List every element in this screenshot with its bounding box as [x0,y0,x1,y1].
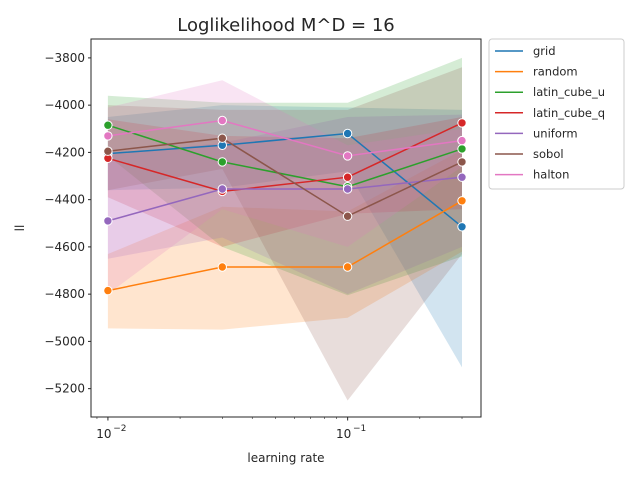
marker-latin_cube_u [457,144,467,154]
band-random [107,150,463,330]
legend-label-uniform: uniform [533,126,578,140]
x-tick-label: 10 [96,427,111,441]
line-grid [107,132,463,228]
x-axis-label: learning rate [247,451,324,465]
marker-halton [342,151,353,161]
marker-random [103,285,113,296]
x-axis-ticks: 10 −2 10 −1 [96,417,463,441]
line-random [107,200,463,292]
x-tick-label-exponent: −2 [113,424,126,434]
marker-grid [457,222,467,232]
legend: grid random latin_cube_u latin_cube_qunifor… [488,38,625,190]
marker-latin_cube_q [342,172,353,182]
y-tick-label: −4000 [44,98,85,112]
marker-random [457,196,467,206]
band-latin_cube_q [107,117,463,247]
y-tick-label: −4800 [44,287,85,301]
marker-halton [217,115,228,126]
marker-random [217,262,228,272]
confidence-bands [107,57,463,401]
y-tick-label: −5000 [44,334,85,348]
legend-label-random: random [533,65,578,79]
marker-sobol [103,146,113,156]
band-uniform [107,114,463,295]
marker-sobol [457,157,467,167]
y-tick-label: −4200 [44,145,85,159]
line-sobol [107,137,463,218]
band-halton [107,80,463,295]
marker-halton [457,135,467,146]
y-tick-label: −4600 [44,240,85,254]
line-uniform [107,176,463,222]
chart-title: Loglikelihood M^D = 16 [177,15,395,36]
marker-sobol [217,133,228,143]
legend-frame [488,38,625,190]
y-axis-ticks: −5200 −5000 −4800 −4600 −4400 −4200 −4000 −3800 [44,51,91,396]
y-axis-label: ll [13,225,27,232]
x-tick-label-exponent: −1 [353,424,366,434]
marker-halton [103,131,113,141]
marker-latin_cube_u [103,120,113,130]
marker-uniform [103,216,113,226]
legend-label-halton: halton [533,168,569,182]
marker-uniform [457,172,467,182]
line-latin_cube_u [107,124,463,188]
y-tick-label: −3800 [44,51,85,65]
line-halton [107,119,463,157]
plot-frame [90,38,482,418]
x-tick-label: 10 [336,427,351,441]
legend-label-grid: grid [533,44,556,58]
marker-latin_cube_u [217,157,228,167]
band-sobol [107,67,463,401]
marker-random [342,262,353,272]
line-latin_cube_q [107,122,463,193]
legend-label-latin_cube_u: latin_cube_u [533,85,605,99]
legend-label-latin_cube_q: latin_cube_q [533,106,605,120]
marker-uniform [217,184,228,194]
y-tick-label: −5200 [44,382,85,396]
series-lines [107,119,463,292]
series-markers [103,115,467,296]
marker-latin_cube_q [457,118,467,128]
marker-grid [342,128,353,139]
legend-label-sobol: sobol [533,147,564,161]
marker-sobol [342,211,353,221]
y-tick-label: −4400 [44,193,85,207]
band-grid [107,105,463,368]
marker-uniform [342,184,353,194]
